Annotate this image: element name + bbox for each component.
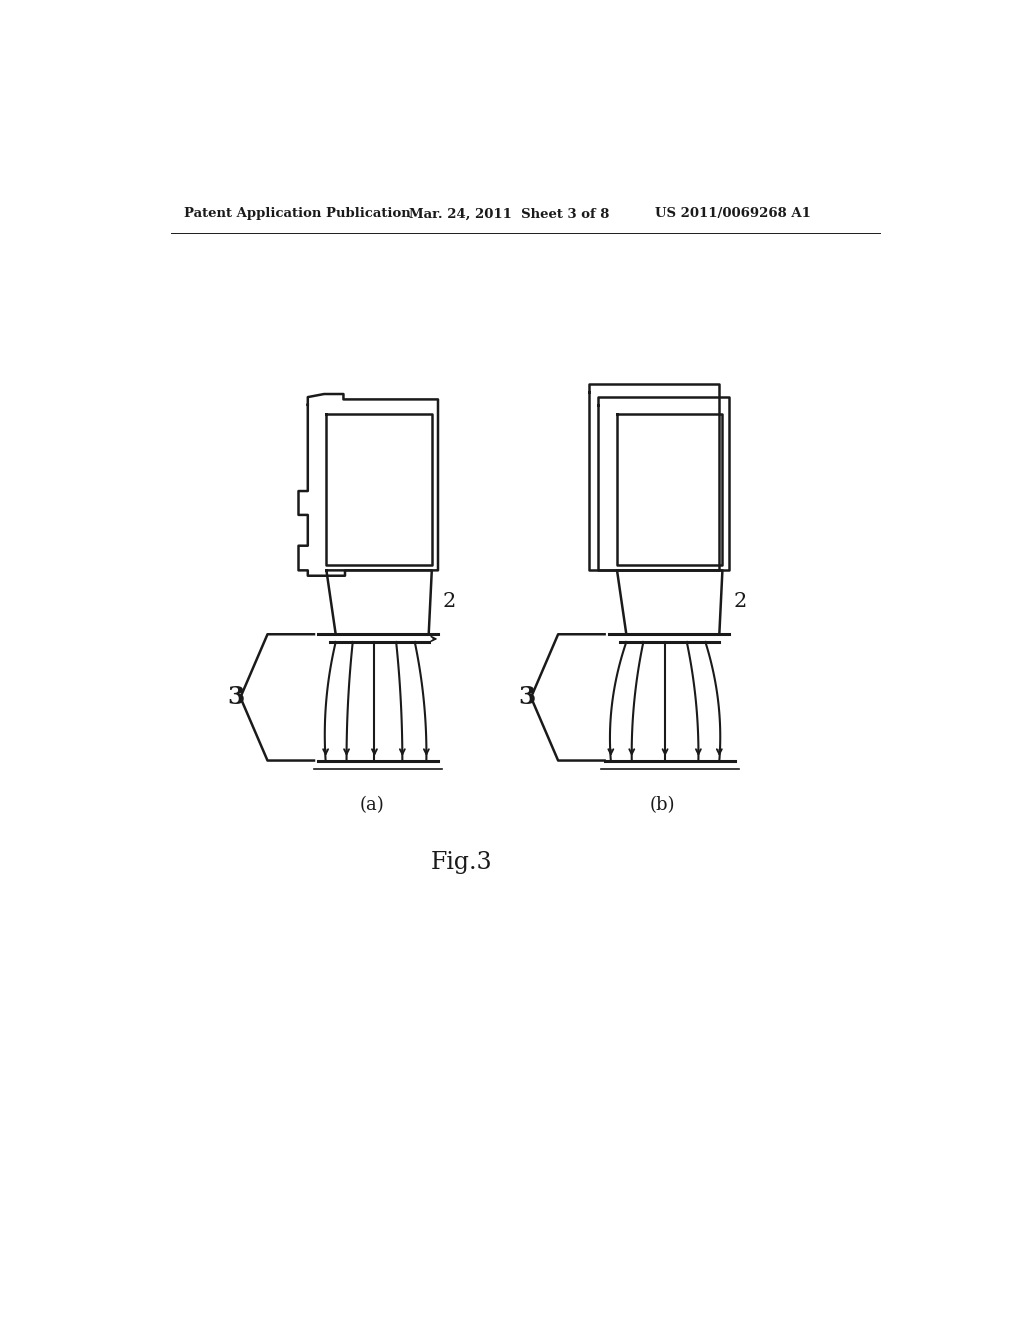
Text: 3: 3 — [227, 685, 245, 709]
Text: Fig.3: Fig.3 — [430, 851, 493, 874]
Text: US 2011/0069268 A1: US 2011/0069268 A1 — [655, 207, 811, 220]
Text: 3: 3 — [518, 685, 536, 709]
Text: (a): (a) — [359, 796, 384, 814]
Text: 2: 2 — [733, 591, 746, 611]
Text: Patent Application Publication: Patent Application Publication — [183, 207, 411, 220]
Text: 2: 2 — [442, 591, 456, 611]
Text: Mar. 24, 2011  Sheet 3 of 8: Mar. 24, 2011 Sheet 3 of 8 — [409, 207, 609, 220]
Text: (b): (b) — [650, 796, 676, 814]
